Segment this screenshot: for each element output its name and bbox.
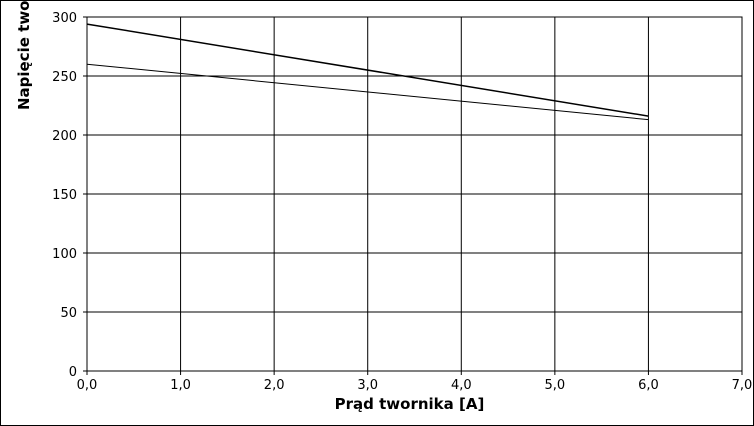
x-axis-ticks: 0,0 1,0 2,0 3,0 4,0 5,0 6,0 7,0 xyxy=(77,371,753,393)
series-line-1 xyxy=(86,23,649,117)
y-axis-ticks: 0 50 100 150 200 250 300 xyxy=(52,11,87,380)
x-tick-label: 5,0 xyxy=(545,378,566,393)
series-line-2 xyxy=(86,63,649,121)
x-tick-label: 6,0 xyxy=(638,378,659,393)
x-tick-label: 3,0 xyxy=(357,378,378,393)
x-tick-label: 0,0 xyxy=(77,378,98,393)
x-axis-title: Prąd twornika [A] xyxy=(335,395,485,413)
x-tick-label: 4,0 xyxy=(451,378,472,393)
y-tick-label: 50 xyxy=(60,306,77,321)
y-axis-title: Napięcie twornika xyxy=(15,0,33,110)
series-group xyxy=(86,23,649,121)
grid-lines xyxy=(86,16,743,372)
y-tick-label: 250 xyxy=(52,70,77,85)
y-tick-label: 100 xyxy=(52,247,77,262)
x-tick-label: 1,0 xyxy=(170,378,191,393)
y-tick-label: 300 xyxy=(52,11,77,26)
y-tick-label: 150 xyxy=(52,188,77,203)
y-tick-label: 200 xyxy=(52,129,77,144)
x-tick-label: 7,0 xyxy=(732,378,753,393)
x-tick-label: 2,0 xyxy=(264,378,285,393)
y-tick-label: 0 xyxy=(69,365,77,380)
